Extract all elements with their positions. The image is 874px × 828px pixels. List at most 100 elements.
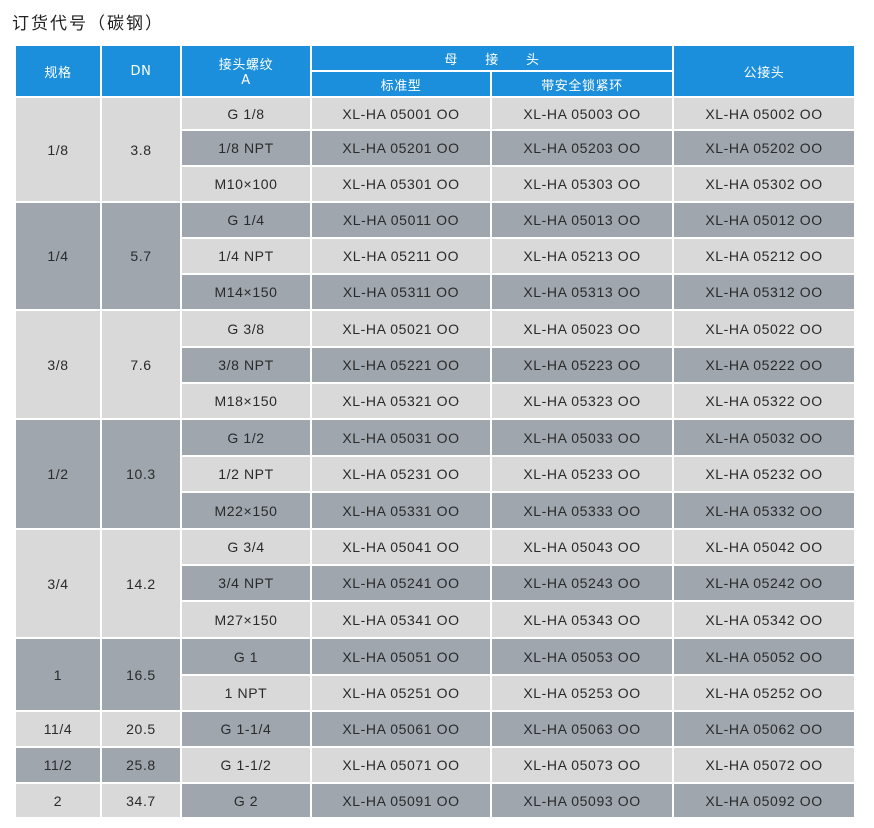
female-safety-code-cell: XL-HA 05253 OO	[489, 674, 675, 712]
male-code-cell: XL-HA 05342 OO	[672, 600, 857, 639]
table-row: 1 16.5 G 1 XL-HA 05051 OO XL-HA 05053 OO XL-H…	[14, 637, 857, 712]
dn-cell: 16.5	[100, 637, 182, 712]
male-code-cell: XL-HA 05052 OO	[672, 637, 857, 676]
female-safety-code-cell: XL-HA 05023 OO	[489, 309, 675, 348]
male-code-cell: XL-HA 05332 OO	[672, 491, 857, 530]
table-row: 3/8 NPT XL-HA 05221 OO XL-HA 05223 OO XL-HA…	[15, 346, 857, 384]
thread-cell: 1 NPT	[180, 674, 312, 712]
table-row: 1/4 5.7 G 1/4 XL-HA 05011 OO XL-HA 05013 OO X…	[14, 201, 857, 311]
female-safety-code-cell: XL-HA 05073 OO	[489, 746, 675, 784]
male-code-cell: XL-HA 05012 OO	[672, 201, 857, 239]
spec-cell: 1/2	[14, 418, 102, 530]
thread-cell: G 1/4	[180, 201, 312, 239]
dn-cell: 25.8	[100, 746, 182, 784]
spec-cell: 11/2	[14, 746, 102, 784]
female-standard-code-cell: XL-HA 05331 OO	[310, 491, 492, 530]
dn-cell: 7.6	[100, 309, 182, 420]
female-safety-code-cell: XL-HA 05063 OO	[489, 710, 675, 748]
table-header: 规格 DN 接头螺纹 A 母 接 头 公接头 标准型 带安全锁紧环	[14, 44, 857, 98]
dn-cell: 10.3	[100, 418, 182, 530]
thread-cell: G 1-1/2	[180, 746, 312, 784]
female-safety-code-cell: XL-HA 05313 OO	[489, 273, 675, 311]
table-row: M27×150 XL-HA 05341 OO XL-HA 05343 OO XL-HA…	[15, 600, 857, 639]
order-code-table: 规格 DN 接头螺纹 A 母 接 头 公接头 标准型 带安全锁紧环 1/8 3.8…	[14, 44, 857, 819]
male-code-cell: XL-HA 05032 OO	[672, 418, 857, 457]
thread-cell: M18×150	[180, 382, 312, 420]
female-safety-code-cell: XL-HA 05043 OO	[489, 528, 675, 566]
thread-cell: M14×150	[180, 273, 312, 311]
thread-cell: G 1/2	[180, 418, 312, 457]
female-safety-code-cell: XL-HA 05093 OO	[489, 782, 675, 819]
thread-cell: G 1	[180, 637, 312, 676]
male-code-cell: XL-HA 05062 OO	[672, 710, 857, 748]
female-safety-code-cell: XL-HA 05233 OO	[489, 455, 675, 493]
female-safety-code-cell: XL-HA 05323 OO	[489, 382, 675, 420]
female-standard-code-cell: XL-HA 05201 OO	[310, 129, 492, 167]
table-row: 3/8 7.6 G 3/8 XL-HA 05021 OO XL-HA 05023 OO X…	[14, 309, 857, 420]
header-male: 公接头	[672, 44, 857, 98]
table-row: 1/2 NPT XL-HA 05231 OO XL-HA 05233 OO XL-HA…	[15, 455, 857, 493]
male-code-cell: XL-HA 05322 OO	[672, 382, 857, 420]
female-safety-code-cell: XL-HA 05213 OO	[489, 237, 675, 275]
thread-cell: G 2	[180, 782, 312, 819]
dn-cell: 34.7	[100, 782, 182, 819]
thread-cell: G 3/8	[180, 309, 312, 348]
dn-cell: 5.7	[100, 201, 182, 311]
header-thread-line2: A	[241, 73, 251, 88]
male-code-cell: XL-HA 05222 OO	[672, 346, 857, 384]
thread-cell: G 3/4	[180, 528, 312, 566]
table-row: 11/4 20.5 G 1-1/4 XL-HA 05061 OO XL-HA 05063…	[14, 710, 857, 748]
female-standard-code-cell: XL-HA 05011 OO	[310, 201, 492, 239]
male-code-cell: XL-HA 05002 OO	[672, 96, 857, 131]
table-row: 3/4 14.2 G 3/4 XL-HA 05041 OO XL-HA 05043 OO…	[14, 528, 857, 639]
dn-cell: 14.2	[100, 528, 182, 639]
male-code-cell: XL-HA 05232 OO	[672, 455, 857, 493]
female-standard-code-cell: XL-HA 05091 OO	[310, 782, 492, 819]
female-standard-code-cell: XL-HA 05021 OO	[310, 309, 492, 348]
table-row: 2 34.7 G 2 XL-HA 05091 OO XL-HA 05093 OO XL-H…	[14, 782, 857, 819]
female-safety-code-cell: XL-HA 05003 OO	[489, 96, 675, 131]
dn-cell: 3.8	[100, 96, 182, 203]
female-standard-code-cell: XL-HA 05221 OO	[310, 346, 492, 384]
female-safety-code-cell: XL-HA 05203 OO	[489, 129, 675, 167]
female-standard-code-cell: XL-HA 05301 OO	[310, 165, 492, 203]
female-standard-code-cell: XL-HA 05251 OO	[310, 674, 492, 712]
spec-cell: 11/4	[14, 710, 102, 748]
table-row: 11/2 25.8 G 1-1/2 XL-HA 05071 OO XL-HA 05073…	[14, 746, 857, 784]
table-row: M14×150 XL-HA 05311 OO XL-HA 05313 OO XL-HA…	[15, 273, 857, 311]
table-body: 1/8 3.8 G 1/8 XL-HA 05001 OO XL-HA 05003 OO X…	[14, 96, 857, 819]
female-standard-code-cell: XL-HA 05231 OO	[310, 455, 492, 493]
female-safety-code-cell: XL-HA 05243 OO	[489, 564, 675, 602]
header-thread-line1: 接头螺纹	[218, 58, 274, 73]
female-standard-code-cell: XL-HA 05321 OO	[310, 382, 492, 420]
spec-cell: 1/8	[14, 96, 102, 203]
table-row: 1 NPT XL-HA 05251 OO XL-HA 05253 OO XL-HA 0…	[15, 674, 857, 712]
thread-cell: 1/2 NPT	[180, 455, 312, 493]
header-female-standard: 标准型	[310, 70, 492, 98]
table-row: M22×150 XL-HA 05331 OO XL-HA 05333 OO XL-HA…	[15, 491, 857, 530]
female-standard-code-cell: XL-HA 05061 OO	[310, 710, 492, 748]
male-code-cell: XL-HA 05092 OO	[672, 782, 857, 819]
male-code-cell: XL-HA 05202 OO	[672, 129, 857, 167]
thread-cell: 1/8 NPT	[180, 129, 312, 167]
spec-cell: 1	[14, 637, 102, 712]
female-standard-code-cell: XL-HA 05071 OO	[310, 746, 492, 784]
spec-cell: 3/4	[14, 528, 102, 639]
female-safety-code-cell: XL-HA 05343 OO	[489, 600, 675, 639]
female-safety-code-cell: XL-HA 05333 OO	[489, 491, 675, 530]
dn-cell: 20.5	[100, 710, 182, 748]
female-standard-code-cell: XL-HA 05341 OO	[310, 600, 492, 639]
male-code-cell: XL-HA 05312 OO	[672, 273, 857, 311]
header-dn: DN	[100, 44, 182, 98]
header-thread: 接头螺纹 A	[180, 44, 312, 98]
male-code-cell: XL-HA 05022 OO	[672, 309, 857, 348]
thread-cell: G 1/8	[180, 96, 312, 131]
female-safety-code-cell: XL-HA 05033 OO	[489, 418, 675, 457]
table-row: 1/8 3.8 G 1/8 XL-HA 05001 OO XL-HA 05003 OO X…	[14, 96, 857, 203]
thread-cell: G 1-1/4	[180, 710, 312, 748]
thread-cell: M10×100	[180, 165, 312, 203]
male-code-cell: XL-HA 05302 OO	[672, 165, 857, 203]
spec-cell: 2	[14, 782, 102, 819]
female-safety-code-cell: XL-HA 05013 OO	[489, 201, 675, 239]
female-standard-code-cell: XL-HA 05041 OO	[310, 528, 492, 566]
